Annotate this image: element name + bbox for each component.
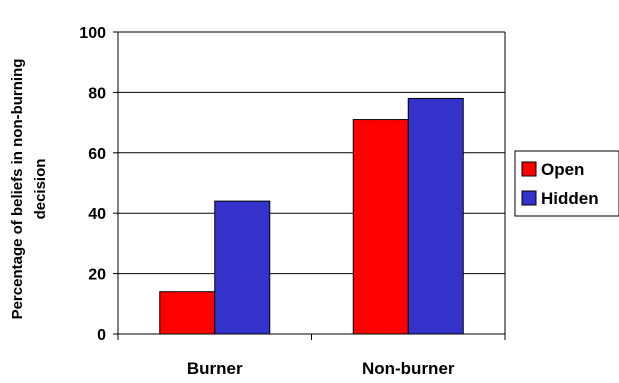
y-axis-title-line: Percentage of beliefs in non-burning: [9, 59, 26, 320]
y-axis-title-line: decision: [32, 159, 49, 220]
y-tick-label: 0: [97, 327, 106, 344]
y-tick-label: 20: [88, 267, 106, 284]
bar-open-burner: [159, 291, 216, 335]
bar-hidden-burner: [214, 200, 271, 335]
y-tick-label: 80: [88, 85, 106, 102]
y-axis-title: Percentage of beliefs in non-burning deci…: [9, 59, 49, 320]
x-category-label: Non-burner: [362, 359, 455, 378]
y-tick-label: 60: [88, 146, 106, 163]
axis-labels: 0 20 40 60 80 100 Burner Non-burner Percentage o…: [9, 25, 455, 378]
bar-open-non-burner: [352, 119, 409, 335]
axes: [113, 31, 506, 340]
y-tick-label: 100: [79, 25, 106, 42]
bar-hidden-non-burner: [407, 97, 464, 335]
legend-label: Open: [541, 160, 584, 179]
legend-label: Hidden: [541, 189, 599, 208]
legend-swatch-hidden: [521, 190, 537, 206]
legend-swatch-open: [521, 161, 537, 177]
legend: Open Hidden: [514, 150, 619, 217]
y-tick-label: 40: [88, 206, 106, 223]
x-category-label: Burner: [187, 359, 243, 378]
bars: [159, 97, 464, 335]
